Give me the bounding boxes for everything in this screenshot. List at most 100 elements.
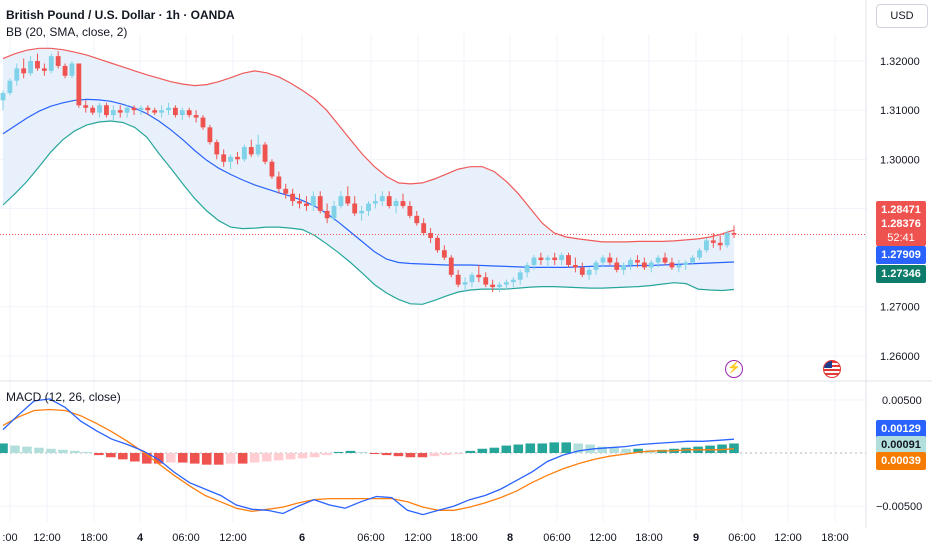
histogram-bar [249,453,260,463]
candle-body [117,110,123,113]
histogram-bar [609,447,619,453]
candle-body [635,260,640,263]
time-tick-label: 12:00 [589,532,617,544]
candle-body [138,107,144,111]
histogram-bar [453,453,464,455]
time-tick-label: 06:00 [543,532,571,544]
time-tick-label: 4 [137,532,144,544]
time-tick-label: 06:00 [172,532,200,544]
histogram-bar [561,442,572,453]
candle-body [648,262,654,268]
histogram-bar [201,453,212,465]
lightning-event-icon[interactable]: ⚡ [725,360,743,378]
histogram-bar [525,443,536,453]
candle-body [524,264,530,273]
macd-tick-label: 0.00500 [882,395,922,407]
candle-body [379,196,385,202]
chart-title: British Pound / U.S. Dollar · 1h · OANDA [6,8,235,22]
candle-body [704,240,709,251]
histogram-bar [165,453,176,463]
us-flag-icon[interactable] [823,360,841,378]
candle-body [290,193,296,202]
histogram-bar [82,451,92,453]
candle-body [104,105,109,116]
candle-body [41,68,47,71]
bb-lower-line [2,120,735,305]
price-tick-label: 1.30000 [880,154,920,166]
histogram-bar [441,453,452,456]
histogram-bar [717,444,727,453]
candle-body [483,277,489,285]
candle-body [331,206,337,219]
candle-body [462,282,468,285]
candle-body [76,63,82,106]
candle-body [593,262,599,270]
candle-body [110,110,116,116]
signal-line [2,408,735,513]
histogram-bar [381,453,392,456]
histogram-bar [142,453,152,464]
histogram-bar [309,453,320,458]
histogram-bar [417,453,428,458]
candle-body [317,196,323,211]
candle-body [152,110,158,113]
price-tick-label: 1.26000 [880,351,920,363]
time-tick-label: :00 [2,532,17,544]
candle-body [545,257,551,261]
histogram-bar [46,448,56,453]
macd-indicator-label[interactable]: MACD (12, 26, close) [6,390,121,404]
candle-body [552,257,558,261]
candle-body [586,269,592,275]
candle-body [14,68,20,81]
candle-body [428,233,433,238]
candle-body [345,196,351,204]
histogram-bar [130,453,140,462]
candle-body [255,144,261,155]
time-tick-label: 06:00 [357,532,385,544]
candle-body [352,203,358,214]
histogram-bar [94,453,104,456]
candle-body [83,105,89,108]
histogram-bar [273,453,284,461]
candle-body [731,233,737,235]
time-tick-label: 12:00 [219,532,247,544]
candle-body [628,260,633,265]
candle-body [490,284,496,288]
signal-value-badge: 0.00039 [876,452,926,470]
histogram-bar [297,453,308,459]
histogram-bar [537,443,548,453]
candle-body [124,107,130,113]
candle-body [407,206,413,216]
histogram-bar [261,453,272,462]
candle-body [510,279,516,283]
candle-body [241,147,247,160]
histogram-bar [118,453,128,460]
histogram-bar [729,443,739,453]
time-tick-label: 6 [299,532,305,544]
histogram-bar [345,450,356,453]
macd-value-badge: 0.00129 [876,420,926,438]
candle-body [504,282,509,285]
last-price-badge: 1.28471 [876,201,926,219]
candle-body [276,176,282,189]
candle-body [207,127,213,143]
candle-body [366,203,371,211]
candle-body [538,257,544,261]
candle-body [600,257,606,263]
candle-body [324,210,330,219]
candle-body [21,68,27,74]
candle-body [0,92,6,101]
histogram-bar [393,453,404,457]
currency-button[interactable]: USD [876,4,928,28]
macd-tick-label: −0.00500 [876,501,922,513]
candle-body [131,107,137,111]
time-tick-label: 18:00 [80,532,108,544]
candle-body [531,257,537,265]
time-tick-label: 9 [693,532,699,544]
candle-body [90,107,96,113]
histogram-bar [573,443,584,453]
candle-body [235,156,240,160]
bb-indicator-label[interactable]: BB (20, SMA, close, 2) [6,25,128,39]
